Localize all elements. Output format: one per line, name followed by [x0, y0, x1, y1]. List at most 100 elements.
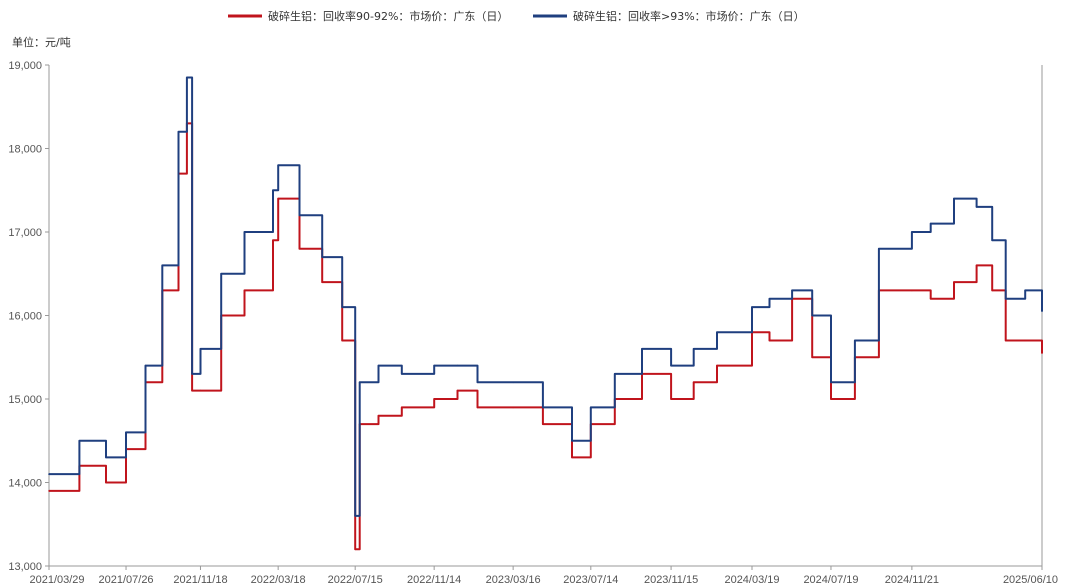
data-point-series-2	[354, 515, 357, 517]
x-tick-group: 2021/03/29 2021/07/26 2021/11/18 2022/03/18…	[29, 566, 1058, 586]
data-point-series-2	[177, 131, 180, 133]
data-point-series-2	[590, 406, 592, 409]
legend: 破碎生铝：回收率90-92%：市场价：广东（日） 破碎生铝：回收率>93%：市场…	[228, 9, 805, 23]
data-point-series-2	[953, 197, 955, 200]
y-tick-label: 16,000	[8, 311, 42, 323]
data-point-series-1	[1004, 339, 1007, 342]
data-point-series-1	[298, 247, 301, 250]
data-point-series-2	[220, 273, 222, 275]
data-point-series-2	[358, 381, 361, 384]
data-point-series-1	[571, 456, 573, 459]
series-line-2	[49, 76, 1043, 517]
data-point-series-2	[692, 348, 695, 350]
data-point-series-2	[186, 76, 188, 79]
data-point-series-2	[1004, 298, 1007, 300]
data-point-series-2	[929, 222, 932, 225]
data-point-series-2	[78, 440, 81, 442]
x-tick-label: 2022/11/14	[407, 574, 461, 586]
data-point-series-1	[191, 389, 193, 392]
y-tick-group: 13,000 14,000 15,000 16,000 17,000 18,000 19,0…	[8, 60, 49, 573]
data-point-series-1	[456, 389, 459, 392]
data-point-series-2	[377, 364, 380, 367]
data-point-series-2	[791, 289, 793, 292]
x-tick-label: 2024/03/19	[724, 574, 779, 586]
data-point-series-2	[401, 373, 403, 375]
data-point-series-2	[512, 381, 514, 384]
data-point-series-2	[830, 381, 832, 384]
data-point-series-1	[354, 548, 357, 551]
data-point-series-1	[476, 406, 479, 409]
data-point-series-2	[768, 298, 771, 300]
series-line-1	[49, 122, 1043, 551]
data-point-series-1	[243, 289, 246, 292]
x-tick-label: 2022/07/15	[328, 574, 383, 586]
data-point-series-2	[641, 348, 643, 350]
data-point-series-1	[341, 339, 344, 342]
data-point-series-1	[199, 389, 202, 392]
data-point-series-1	[692, 381, 695, 384]
data-point-series-1	[1024, 339, 1026, 342]
data-point-series-2	[716, 331, 718, 334]
y-tick-label: 17,000	[8, 227, 42, 239]
data-point-series-2	[272, 189, 274, 192]
data-point-series-1	[929, 298, 932, 300]
x-tick-label: 2021/07/26	[99, 574, 154, 586]
data-point-series-2	[571, 440, 573, 442]
data-point-series-2	[751, 306, 753, 308]
data-point-series-2	[811, 314, 813, 317]
data-point-series-1	[911, 289, 913, 292]
data-point-series-1	[542, 423, 544, 425]
data-point-series-1	[105, 481, 107, 484]
data-point-series-1	[811, 356, 813, 359]
x-tick-label: 2023/07/14	[563, 574, 618, 586]
data-point-series-2	[911, 231, 913, 233]
data-point-series-1	[953, 281, 955, 283]
y-tick-label: 19,000	[8, 60, 42, 72]
data-point-series-1	[272, 239, 274, 242]
data-point-series-2	[341, 306, 344, 308]
data-point-series-2	[878, 247, 880, 250]
data-point-series-1	[670, 398, 672, 400]
data-point-series-2	[614, 373, 616, 375]
y-tick-label: 14,000	[8, 478, 42, 490]
x-tick-label: 2024/11/21	[885, 574, 939, 586]
data-point-series-1	[716, 364, 718, 367]
data-point-series-2	[1024, 289, 1026, 292]
y-tick-label: 13,000	[8, 561, 42, 573]
data-point-series-2	[542, 406, 544, 409]
data-point-series-2	[243, 231, 246, 233]
x-tick-label: 2021/11/18	[173, 574, 227, 586]
data-point-series-1	[321, 281, 324, 283]
data-point-series-2	[144, 364, 147, 367]
x-tick-label: 2023/03/16	[486, 574, 541, 586]
data-point-series-2	[298, 214, 301, 217]
data-point-series-1	[1041, 352, 1043, 354]
data-point-series-1	[830, 398, 832, 400]
x-tick-label: 2021/03/29	[29, 574, 84, 586]
data-point-series-1	[512, 406, 514, 409]
x-tick-label: 2024/07/19	[803, 574, 858, 586]
data-point-series-1	[48, 490, 50, 492]
data-point-series-1	[277, 197, 280, 200]
data-point-series-2	[991, 239, 993, 242]
data-point-series-2	[321, 256, 324, 258]
data-point-series-2	[476, 381, 479, 384]
legend-label-series-2: 破碎生铝：回收率>93%：市场价：广东（日）	[573, 9, 805, 23]
data-point-series-2	[199, 348, 202, 350]
x-tick-label: 2022/03/18	[251, 574, 306, 586]
data-point-series-1	[991, 289, 993, 292]
x-tick-label: 2023/11/15	[644, 574, 698, 586]
data-point-series-1	[377, 414, 380, 417]
data-point-series-2	[191, 373, 193, 375]
data-point-series-1	[433, 398, 436, 400]
data-point-series-2	[670, 364, 672, 367]
data-point-series-2	[854, 339, 856, 342]
data-point-series-2	[48, 473, 50, 475]
data-point-series-1	[768, 339, 771, 342]
data-point-series-2	[433, 364, 436, 367]
series-lines	[48, 76, 1043, 551]
y-tick-label: 18,000	[8, 144, 42, 156]
y-tick-label: 15,000	[8, 394, 42, 406]
data-point-series-2	[277, 164, 280, 166]
